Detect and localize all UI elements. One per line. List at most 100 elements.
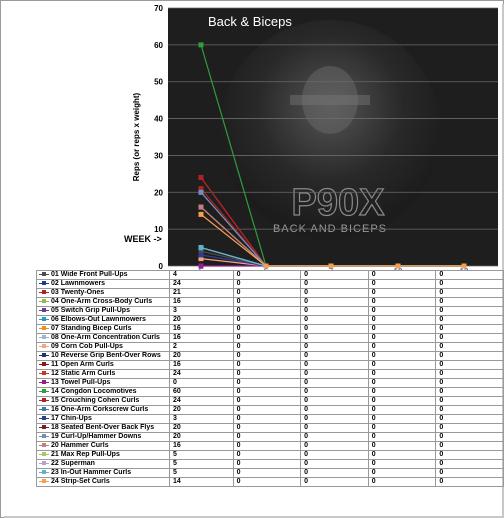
- data-value-cell: 0: [367, 342, 437, 352]
- data-value-cell: 0: [300, 432, 369, 442]
- table-row: 02 Lawnmowers 24 0 0 0 0: [36, 279, 504, 289]
- data-value-cell: 0: [435, 468, 504, 478]
- data-value-cell: 0: [367, 315, 437, 325]
- series-name: 19 Curl-Up/Hammer Downs: [51, 433, 142, 441]
- data-value-cell: 0: [435, 387, 504, 397]
- data-value-cell: 0: [232, 441, 302, 451]
- data-value-cell: 0: [367, 324, 437, 334]
- data-point: [263, 263, 269, 269]
- data-value-cell: 0: [232, 297, 302, 307]
- data-point: [395, 263, 401, 269]
- data-value-cell: 0: [367, 477, 437, 487]
- table-row: 10 Reverse Grip Bent-Over Rows 20 0 0 0 0: [36, 351, 504, 361]
- legend-marker-icon: [39, 307, 49, 313]
- data-value-cell: 0: [435, 351, 504, 361]
- data-value-cell: 14: [168, 477, 234, 487]
- data-value-cell: 0: [435, 270, 504, 280]
- data-value-cell: 0: [367, 378, 437, 388]
- table-row: 06 Elbows-Out Lawnmowers 20 0 0 0 0: [36, 315, 504, 325]
- data-value-cell: 0: [435, 378, 504, 388]
- data-value-cell: 0: [367, 405, 437, 415]
- series-name-cell: 17 Chin-Ups: [36, 414, 170, 424]
- data-value-cell: 0: [435, 414, 504, 424]
- legend-marker-icon: [39, 406, 49, 412]
- data-value-cell: 0: [232, 387, 302, 397]
- data-value-cell: 0: [300, 468, 369, 478]
- table-row: 07 Standing Bicep Curls 16 0 0 0 0: [36, 324, 504, 334]
- data-value-cell: 0: [435, 450, 504, 460]
- data-value-cell: 0: [232, 459, 302, 469]
- table-row: 18 Seated Bent-Over Back Flys 20 0 0 0 0: [36, 423, 504, 433]
- data-value-cell: 0: [435, 306, 504, 316]
- legend-marker-icon: [39, 352, 49, 358]
- series-name-cell: 07 Standing Bicep Curls: [36, 324, 170, 334]
- data-value-cell: 5: [168, 468, 234, 478]
- series-name-cell: 11 Open Arm Curls: [36, 360, 170, 370]
- legend-marker-icon: [39, 316, 49, 322]
- data-value-cell: 0: [367, 468, 437, 478]
- series-name-cell: 09 Corn Cob Pull-Ups: [36, 342, 170, 352]
- data-value-cell: 0: [435, 324, 504, 334]
- series-name: 02 Lawnmowers: [51, 280, 106, 288]
- legend-marker-icon: [39, 370, 49, 376]
- legend-marker-icon: [39, 442, 49, 448]
- data-value-cell: 0: [300, 459, 369, 469]
- series-name-cell: 23 In-Out Hammer Curls: [36, 468, 170, 478]
- series-name-cell: 18 Seated Bent-Over Back Flys: [36, 423, 170, 433]
- data-value-cell: 0: [232, 477, 302, 487]
- y-tick-label: 40: [154, 115, 163, 124]
- series-name: 05 Switch Grip Pull-Ups: [51, 307, 130, 315]
- table-row: 11 Open Arm Curls 16 0 0 0 0: [36, 360, 504, 370]
- legend-marker-icon: [39, 334, 49, 340]
- data-value-cell: 0: [367, 414, 437, 424]
- data-value-cell: 0: [367, 351, 437, 361]
- data-value-cell: 0: [300, 324, 369, 334]
- series-name: 12 Static Arm Curls: [51, 370, 116, 378]
- y-tick-label: 10: [154, 225, 163, 234]
- background-photo: [290, 95, 370, 105]
- table-row: 04 One-Arm Cross-Body Curls 16 0 0 0 0: [36, 297, 504, 307]
- data-value-cell: 16: [168, 360, 234, 370]
- data-value-cell: 0: [367, 450, 437, 460]
- data-point: [198, 42, 204, 48]
- data-value-cell: 0: [232, 396, 302, 406]
- series-name: 01 Wide Front Pull-Ups: [51, 271, 128, 279]
- data-value-cell: 20: [168, 315, 234, 325]
- legend-marker-icon: [39, 388, 49, 394]
- data-value-cell: 0: [435, 288, 504, 298]
- data-value-cell: 0: [435, 315, 504, 325]
- series-name-cell: 15 Crouching Cohen Curls: [36, 396, 170, 406]
- legend-marker-icon: [39, 343, 49, 349]
- legend-marker-icon: [39, 397, 49, 403]
- data-value-cell: 0: [300, 369, 369, 379]
- data-value-cell: 0: [435, 342, 504, 352]
- data-value-cell: 0: [367, 297, 437, 307]
- series-name-cell: 03 Twenty-Ones: [36, 288, 170, 298]
- data-value-cell: 0: [232, 423, 302, 433]
- data-value-cell: 16: [168, 333, 234, 343]
- data-value-cell: 0: [300, 405, 369, 415]
- data-value-cell: 0: [300, 441, 369, 451]
- series-name-cell: 04 One-Arm Cross-Body Curls: [36, 297, 170, 307]
- series-name: 09 Corn Cob Pull-Ups: [51, 343, 123, 351]
- series-name-cell: 20 Hammer Curls: [36, 441, 170, 451]
- series-name: 21 Max Rep Pull-Ups: [51, 451, 120, 459]
- data-value-cell: 0: [367, 369, 437, 379]
- series-name: 07 Standing Bicep Curls: [51, 325, 132, 333]
- data-value-cell: 0: [300, 450, 369, 460]
- data-value-cell: 0: [367, 270, 437, 280]
- table-row: 17 Chin-Ups 3 0 0 0 0: [36, 414, 504, 424]
- data-value-cell: 0: [232, 324, 302, 334]
- data-value-cell: 0: [232, 270, 302, 280]
- series-name: 13 Towel Pull-Ups: [51, 379, 111, 387]
- series-name-cell: 01 Wide Front Pull-Ups: [36, 270, 170, 280]
- data-value-cell: 0: [300, 297, 369, 307]
- series-name: 16 One-Arm Corkscrew Curls: [51, 406, 149, 414]
- series-name: 22 Superman: [51, 460, 95, 468]
- series-name: 14 Congdon Locomotives: [51, 388, 137, 396]
- legend-marker-icon: [39, 424, 49, 430]
- series-name-cell: 10 Reverse Grip Bent-Over Rows: [36, 351, 170, 361]
- legend-marker-icon: [39, 379, 49, 385]
- data-value-cell: 0: [232, 378, 302, 388]
